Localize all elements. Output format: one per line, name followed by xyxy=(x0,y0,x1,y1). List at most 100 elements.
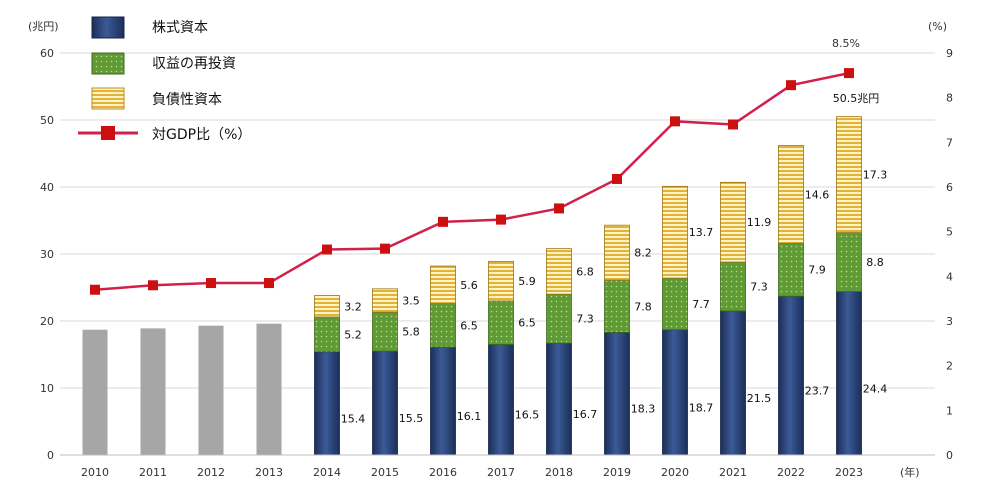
bar-equity-2021 xyxy=(720,310,746,456)
gdp-ratio-marker-2012 xyxy=(206,278,216,289)
data-label-equity-2019: 18.3 xyxy=(631,403,656,416)
bar-debt-2022 xyxy=(778,145,804,244)
x-axis-unit: (年) xyxy=(900,465,920,479)
bar-reinvest-2017 xyxy=(488,300,514,345)
gdp-ratio-marker-2017 xyxy=(496,214,506,225)
right-tick-label: 6 xyxy=(946,181,953,194)
data-label-equity-2023: 24.4 xyxy=(863,382,888,395)
left-axis-unit: (兆円) xyxy=(28,20,59,33)
data-label-debt-2016: 5.6 xyxy=(460,279,478,292)
bar-reinvest-2022 xyxy=(778,242,804,297)
bar-reinvest-2018 xyxy=(546,293,572,344)
bar-reinvest-2015 xyxy=(372,311,398,352)
right-tick-label: 1 xyxy=(946,404,953,417)
data-label-reinvest-2023: 8.8 xyxy=(866,256,884,269)
left-tick-label: 40 xyxy=(40,181,54,194)
data-label-debt-2022: 14.6 xyxy=(805,188,830,201)
gdp-ratio-marker-2010 xyxy=(90,284,100,295)
bar-debt-2019 xyxy=(604,224,630,281)
bar-reinvest-2019 xyxy=(604,279,630,333)
gdp-ratio-marker-2011 xyxy=(148,280,158,291)
gdp-2023-annotation: 8.5% xyxy=(832,37,860,50)
bar-debt-2017 xyxy=(488,260,514,302)
gdp-ratio-marker-2020 xyxy=(670,116,680,127)
legend-label-gdp-ratio: 対GDP比（%） xyxy=(152,127,251,143)
data-label-debt-2021: 11.9 xyxy=(747,216,772,229)
data-label-reinvest-2016: 6.5 xyxy=(460,319,478,332)
right-tick-label: 0 xyxy=(946,449,953,462)
data-label-debt-2018: 6.8 xyxy=(576,265,594,278)
legend-marker-gdp-ratio xyxy=(101,126,115,140)
x-tick-label: 2021 xyxy=(719,466,747,479)
gdp-ratio-line xyxy=(90,68,854,295)
bar-total-2013 xyxy=(256,323,282,455)
x-tick-label: 2023 xyxy=(835,466,863,479)
gdp-ratio-marker-2015 xyxy=(380,243,390,254)
x-tick-label: 2020 xyxy=(661,466,689,479)
x-tick-label: 2018 xyxy=(545,466,573,479)
right-tick-label: 2 xyxy=(946,360,953,373)
gdp-ratio-marker-2013 xyxy=(264,278,274,289)
bar-total-2012 xyxy=(198,325,224,455)
legend-label-reinvest: 収益の再投資 xyxy=(152,56,236,72)
bar-reinvest-2023 xyxy=(836,232,862,292)
legend-swatch-equity xyxy=(91,16,125,39)
right-tick-label: 7 xyxy=(946,136,953,149)
legend-item-gdp-ratio: 対GDP比（%） xyxy=(78,126,251,143)
x-tick-label: 2019 xyxy=(603,466,631,479)
data-label-equity-2020: 18.7 xyxy=(689,401,714,414)
bar-reinvest-2021 xyxy=(720,261,746,312)
x-tick-label: 2014 xyxy=(313,466,341,479)
data-label-debt-2015: 3.5 xyxy=(402,295,420,308)
bar-equity-2017 xyxy=(488,344,514,456)
bar-debt-2015 xyxy=(372,288,398,313)
legend-label-equity: 株式資本 xyxy=(152,20,208,36)
data-label-reinvest-2017: 6.5 xyxy=(518,317,536,330)
data-label-reinvest-2022: 7.9 xyxy=(808,264,826,277)
legend-swatch-debt xyxy=(91,87,125,110)
bar-debt-2021 xyxy=(720,181,746,263)
right-tick-label: 8 xyxy=(946,92,953,105)
x-tick-label: 2016 xyxy=(429,466,457,479)
data-label-equity-2014: 15.4 xyxy=(341,412,366,425)
left-tick-label: 60 xyxy=(40,47,54,60)
gdp-ratio-marker-2022 xyxy=(786,80,796,91)
data-label-reinvest-2018: 7.3 xyxy=(576,313,594,326)
legend-item-reinvest: 収益の再投資 xyxy=(91,52,236,75)
legend-swatch-reinvest xyxy=(91,52,125,75)
legend-label-debt: 負債性資本 xyxy=(152,92,222,108)
data-label-reinvest-2019: 7.8 xyxy=(634,300,652,313)
left-tick-label: 30 xyxy=(40,248,54,261)
bar-equity-2023 xyxy=(836,291,862,456)
data-label-debt-2023: 17.3 xyxy=(863,169,888,182)
bar-equity-2016 xyxy=(430,346,456,456)
bar-total-2010 xyxy=(82,329,108,455)
gdp-ratio-marker-2016 xyxy=(438,216,448,227)
bar-total-2011 xyxy=(140,328,166,455)
data-label-equity-2016: 16.1 xyxy=(457,410,482,423)
left-tick-label: 0 xyxy=(47,449,54,462)
bars xyxy=(82,116,862,456)
total-2023-annotation: 50.5兆円 xyxy=(833,92,880,105)
right-tick-label: 9 xyxy=(946,47,953,60)
data-label-debt-2019: 8.2 xyxy=(634,247,652,260)
bar-reinvest-2016 xyxy=(430,303,456,348)
bar-debt-2018 xyxy=(546,248,572,295)
legend: 株式資本 収益の再投資 負債性資本 対GDP比（%） xyxy=(78,16,251,143)
data-label-reinvest-2021: 7.3 xyxy=(750,280,768,293)
data-label-debt-2014: 3.2 xyxy=(344,300,362,313)
data-label-equity-2018: 16.7 xyxy=(573,408,598,421)
gdp-ratio-marker-2023 xyxy=(844,68,854,79)
left-tick-label: 20 xyxy=(40,315,54,328)
data-label-debt-2017: 5.9 xyxy=(518,275,536,288)
axes: 0 10 20 30 40 50 60 0 1 2 3 4 5 6 7 8 9 2010 2011 2012 2013 2… xyxy=(40,47,953,479)
x-tick-label: 2011 xyxy=(139,466,167,479)
x-tick-label: 2015 xyxy=(371,466,399,479)
x-tick-label: 2017 xyxy=(487,466,515,479)
gdp-ratio-polyline xyxy=(94,71,850,291)
data-label-reinvest-2014: 5.2 xyxy=(344,328,362,341)
bar-debt-2016 xyxy=(430,265,456,304)
bar-equity-2018 xyxy=(546,342,572,456)
bar-reinvest-2014 xyxy=(314,316,340,353)
